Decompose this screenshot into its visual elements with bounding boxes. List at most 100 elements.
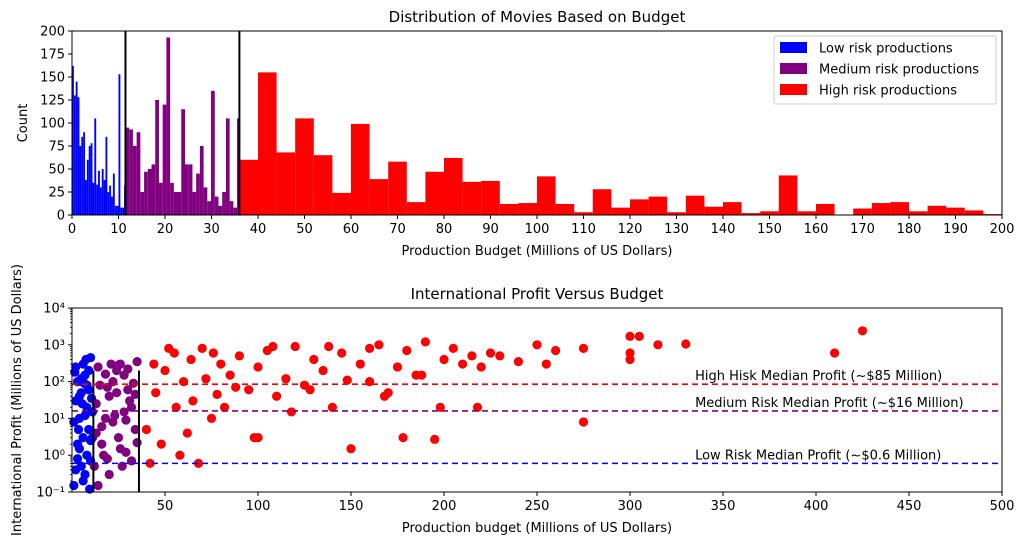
histogram-bar — [147, 169, 152, 215]
scatter-point — [119, 407, 129, 417]
scatter-point — [141, 424, 151, 435]
histogram-bar — [723, 202, 742, 215]
scatter-point — [121, 415, 131, 425]
scatter-point — [108, 417, 118, 427]
histogram-bar — [444, 157, 463, 215]
scatter-point — [74, 391, 85, 401]
scatter-point — [216, 359, 226, 369]
scatter-point — [231, 382, 241, 392]
histogram-bar — [258, 72, 277, 216]
y-tick-label: 25 — [48, 186, 65, 201]
scatter-point — [97, 439, 107, 449]
histogram-bar — [648, 196, 668, 215]
scatter-point — [102, 454, 112, 464]
scatter-point — [448, 343, 458, 353]
scatter-point — [830, 348, 840, 358]
histogram-bar — [166, 37, 171, 215]
histogram-bar — [162, 104, 167, 215]
median-annotation: Medium Risk Median Profit (~$16 Million) — [695, 396, 964, 411]
x-tick-label: 150 — [757, 222, 782, 237]
legend-box — [773, 35, 997, 105]
scatter-y-axis-label: International Profit (Millions of US Dol… — [10, 264, 25, 536]
scatter-point — [420, 337, 430, 347]
histogram-bar — [173, 192, 178, 215]
y-tick-label: 10⁴ — [43, 302, 65, 317]
histogram-bar — [203, 187, 208, 215]
scatter-threshold-lines — [92, 370, 140, 492]
histogram-bar — [388, 161, 407, 215]
legend-swatch — [780, 84, 807, 95]
scatter-point — [130, 389, 140, 399]
scatter-point — [253, 433, 263, 443]
histogram-bar — [574, 212, 593, 215]
histogram-bar — [111, 196, 113, 215]
histogram-bar — [94, 118, 97, 215]
scatter-point — [392, 362, 403, 372]
scatter-point — [402, 345, 412, 356]
scatter-point — [74, 444, 85, 454]
scatter-point — [485, 348, 496, 358]
scatter-point — [625, 331, 635, 341]
histogram-bar — [462, 181, 482, 215]
x-tick-label: 200 — [990, 222, 1015, 237]
x-tick-label: 400 — [804, 499, 829, 514]
scatter-point — [578, 343, 589, 353]
histogram-bar — [73, 95, 76, 215]
x-tick-label: 150 — [339, 499, 364, 514]
scatter-point — [69, 480, 79, 491]
scatter-point — [219, 402, 230, 412]
legend-swatch — [780, 42, 807, 53]
scatter-point — [102, 382, 112, 392]
scatter-point — [281, 374, 291, 384]
histogram-bar — [667, 212, 686, 215]
histogram-bar — [214, 196, 219, 215]
x-tick-label: 350 — [711, 499, 736, 514]
scatter-point — [272, 391, 282, 401]
x-tick-label: 100 — [246, 499, 271, 514]
histogram-bar — [196, 173, 200, 215]
histogram-bar — [592, 189, 612, 215]
histogram-bar — [144, 171, 148, 215]
histogram-bar — [555, 203, 575, 215]
scatter-point — [458, 359, 468, 369]
scatter-point — [342, 375, 352, 385]
histogram-bar — [122, 207, 125, 215]
x-tick-label: 90 — [482, 222, 499, 237]
y-tick-label: 10² — [43, 375, 65, 390]
histogram-bar — [778, 175, 798, 215]
scatter-point — [188, 396, 198, 406]
scatter-point — [93, 362, 103, 372]
histogram-bar — [109, 185, 112, 215]
scatter-point — [156, 439, 166, 449]
histogram-bar — [192, 192, 197, 215]
scatter-point — [84, 365, 94, 376]
histogram-bar — [332, 192, 351, 215]
x-tick-label: 130 — [664, 222, 689, 237]
histogram-bar — [537, 176, 556, 215]
scatter-point — [201, 374, 211, 384]
median-profit-lines: High Hisk Median Profit (~$85 Million) Me… — [72, 369, 1002, 465]
histogram-bar — [83, 132, 86, 215]
legend-label: Low risk productions — [819, 42, 953, 57]
histogram-chart: Distribution of Movies Based on Budget 0… — [16, 8, 1014, 259]
scatter-point — [439, 354, 449, 365]
y-tick-label: 175 — [40, 48, 65, 63]
x-tick-label: 170 — [850, 222, 875, 237]
scatter-point — [625, 354, 635, 365]
histogram-title: Distribution of Movies Based on Budget — [389, 8, 686, 26]
histogram-bar — [233, 207, 238, 215]
scatter-point — [132, 437, 142, 448]
histogram-bar — [816, 203, 835, 215]
scatter-point — [104, 391, 114, 401]
histogram-bar — [107, 192, 110, 215]
scatter-point — [125, 396, 135, 406]
scatter-point — [84, 424, 94, 435]
x-tick-label: 50 — [157, 499, 174, 514]
scatter-point — [398, 433, 408, 443]
scatter-point — [95, 380, 105, 390]
histogram-bar — [81, 136, 84, 215]
scatter-point — [253, 362, 263, 372]
histogram-bar — [630, 199, 649, 215]
histogram-bar — [225, 118, 230, 215]
scatter-point — [77, 399, 87, 409]
